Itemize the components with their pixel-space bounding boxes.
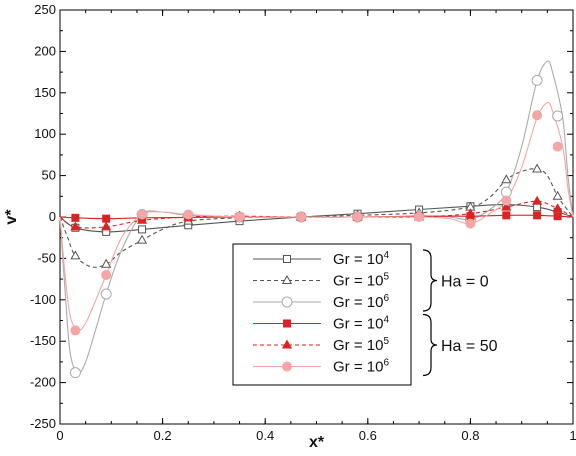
series-5-point xyxy=(552,141,563,152)
series-5-point xyxy=(183,209,194,220)
y-tick-label: 200 xyxy=(34,43,56,58)
legend-group-brace xyxy=(422,313,438,377)
series-5-point xyxy=(137,209,148,220)
legend-exponent: 6 xyxy=(383,293,389,304)
series-2-point xyxy=(531,74,543,86)
legend-marker xyxy=(281,274,293,284)
legend-label: Gr = 105 xyxy=(333,272,389,290)
y-tick-label: 150 xyxy=(34,85,56,100)
x-tick-label: 0.6 xyxy=(359,428,377,443)
x-axis-title: x* xyxy=(309,434,325,451)
y-tick-label: -150 xyxy=(30,333,56,348)
legend-label: Gr = 104 xyxy=(333,315,389,333)
legend-marker xyxy=(281,296,293,308)
tick-labels: 0 0.2 0.4 0.6 0.8 1 -250 -200 -150 -100 -50 0 50 100 1… xyxy=(30,2,576,443)
y-tick-label: 100 xyxy=(34,126,56,141)
legend-exponent: 4 xyxy=(383,250,389,261)
series-1-point xyxy=(137,234,148,244)
series-4-point xyxy=(137,214,148,224)
y-axis-title: v* xyxy=(3,209,20,225)
legend-label: Gr = 106 xyxy=(333,293,389,311)
series-3-point xyxy=(533,211,542,220)
series-2-point xyxy=(100,288,112,300)
series-5-point xyxy=(352,212,363,222)
y-tick-label: 50 xyxy=(42,168,56,183)
legend-exponent: 6 xyxy=(383,358,389,369)
legend-box xyxy=(232,243,412,386)
legend-exponent: 5 xyxy=(383,272,389,283)
y-tick-label: -50 xyxy=(37,250,56,265)
series-4-point xyxy=(532,195,543,205)
y-tick-label: 0 xyxy=(49,209,56,224)
series-4-point xyxy=(501,201,512,211)
x-tick-label: 0.8 xyxy=(461,428,479,443)
series-1-point xyxy=(101,258,112,268)
legend-group-label: Ha = 50 xyxy=(441,338,498,355)
y-tick-label: 250 xyxy=(34,2,56,17)
series-5-point xyxy=(70,325,81,336)
series-4-point xyxy=(70,221,81,231)
legend-label: Gr = 105 xyxy=(333,336,389,354)
series-5-point xyxy=(101,269,112,280)
x-tick-label: 0.4 xyxy=(256,428,274,443)
series-line-1 xyxy=(59,168,574,268)
series-0-point xyxy=(138,225,147,234)
series-4-point xyxy=(465,208,476,218)
tick-marks xyxy=(59,9,574,425)
series-5-point xyxy=(296,212,307,222)
series-5-point xyxy=(234,212,245,222)
legend-marker xyxy=(283,319,291,328)
series-5-point xyxy=(465,218,476,229)
series-4-point xyxy=(552,203,563,213)
series-5-point xyxy=(532,110,543,121)
x-tick-label: 0 xyxy=(56,428,63,443)
series-2-point xyxy=(69,367,81,379)
x-tick-label: 1 xyxy=(569,428,576,443)
series-1-point xyxy=(70,250,81,260)
legend-label: Gr = 104 xyxy=(333,250,389,268)
series-5-point xyxy=(414,212,425,222)
series-4-point xyxy=(101,221,112,231)
legend-marker xyxy=(281,339,293,349)
x-tick-label: 0.2 xyxy=(154,428,172,443)
series-1-point xyxy=(532,163,543,173)
y-tick-label: -250 xyxy=(30,416,56,431)
series-line-5 xyxy=(59,101,574,332)
series-markers xyxy=(69,74,564,379)
legend-exponent: 5 xyxy=(383,336,389,347)
legend: Gr = 104 Gr = 105 Gr = 106 Gr = 104 Gr = 105… xyxy=(232,243,498,386)
legend-marker xyxy=(283,255,291,263)
series-3-point xyxy=(71,213,80,222)
y-tick-label: -200 xyxy=(30,375,56,390)
legend-marker xyxy=(282,361,292,372)
legend-group-label: Ha = 0 xyxy=(441,274,489,291)
legend-label: Gr = 106 xyxy=(333,358,389,376)
series-1-point xyxy=(501,174,512,184)
series-3-point xyxy=(553,212,562,221)
series-3-point xyxy=(102,214,111,223)
series-3-point xyxy=(502,211,511,220)
y-tick-label: -100 xyxy=(30,292,56,307)
series-5-point xyxy=(501,195,512,206)
series-2-point xyxy=(552,110,564,122)
legend-group-brace xyxy=(422,249,438,312)
series-1-point xyxy=(552,190,563,200)
legend-exponent: 4 xyxy=(383,315,389,326)
